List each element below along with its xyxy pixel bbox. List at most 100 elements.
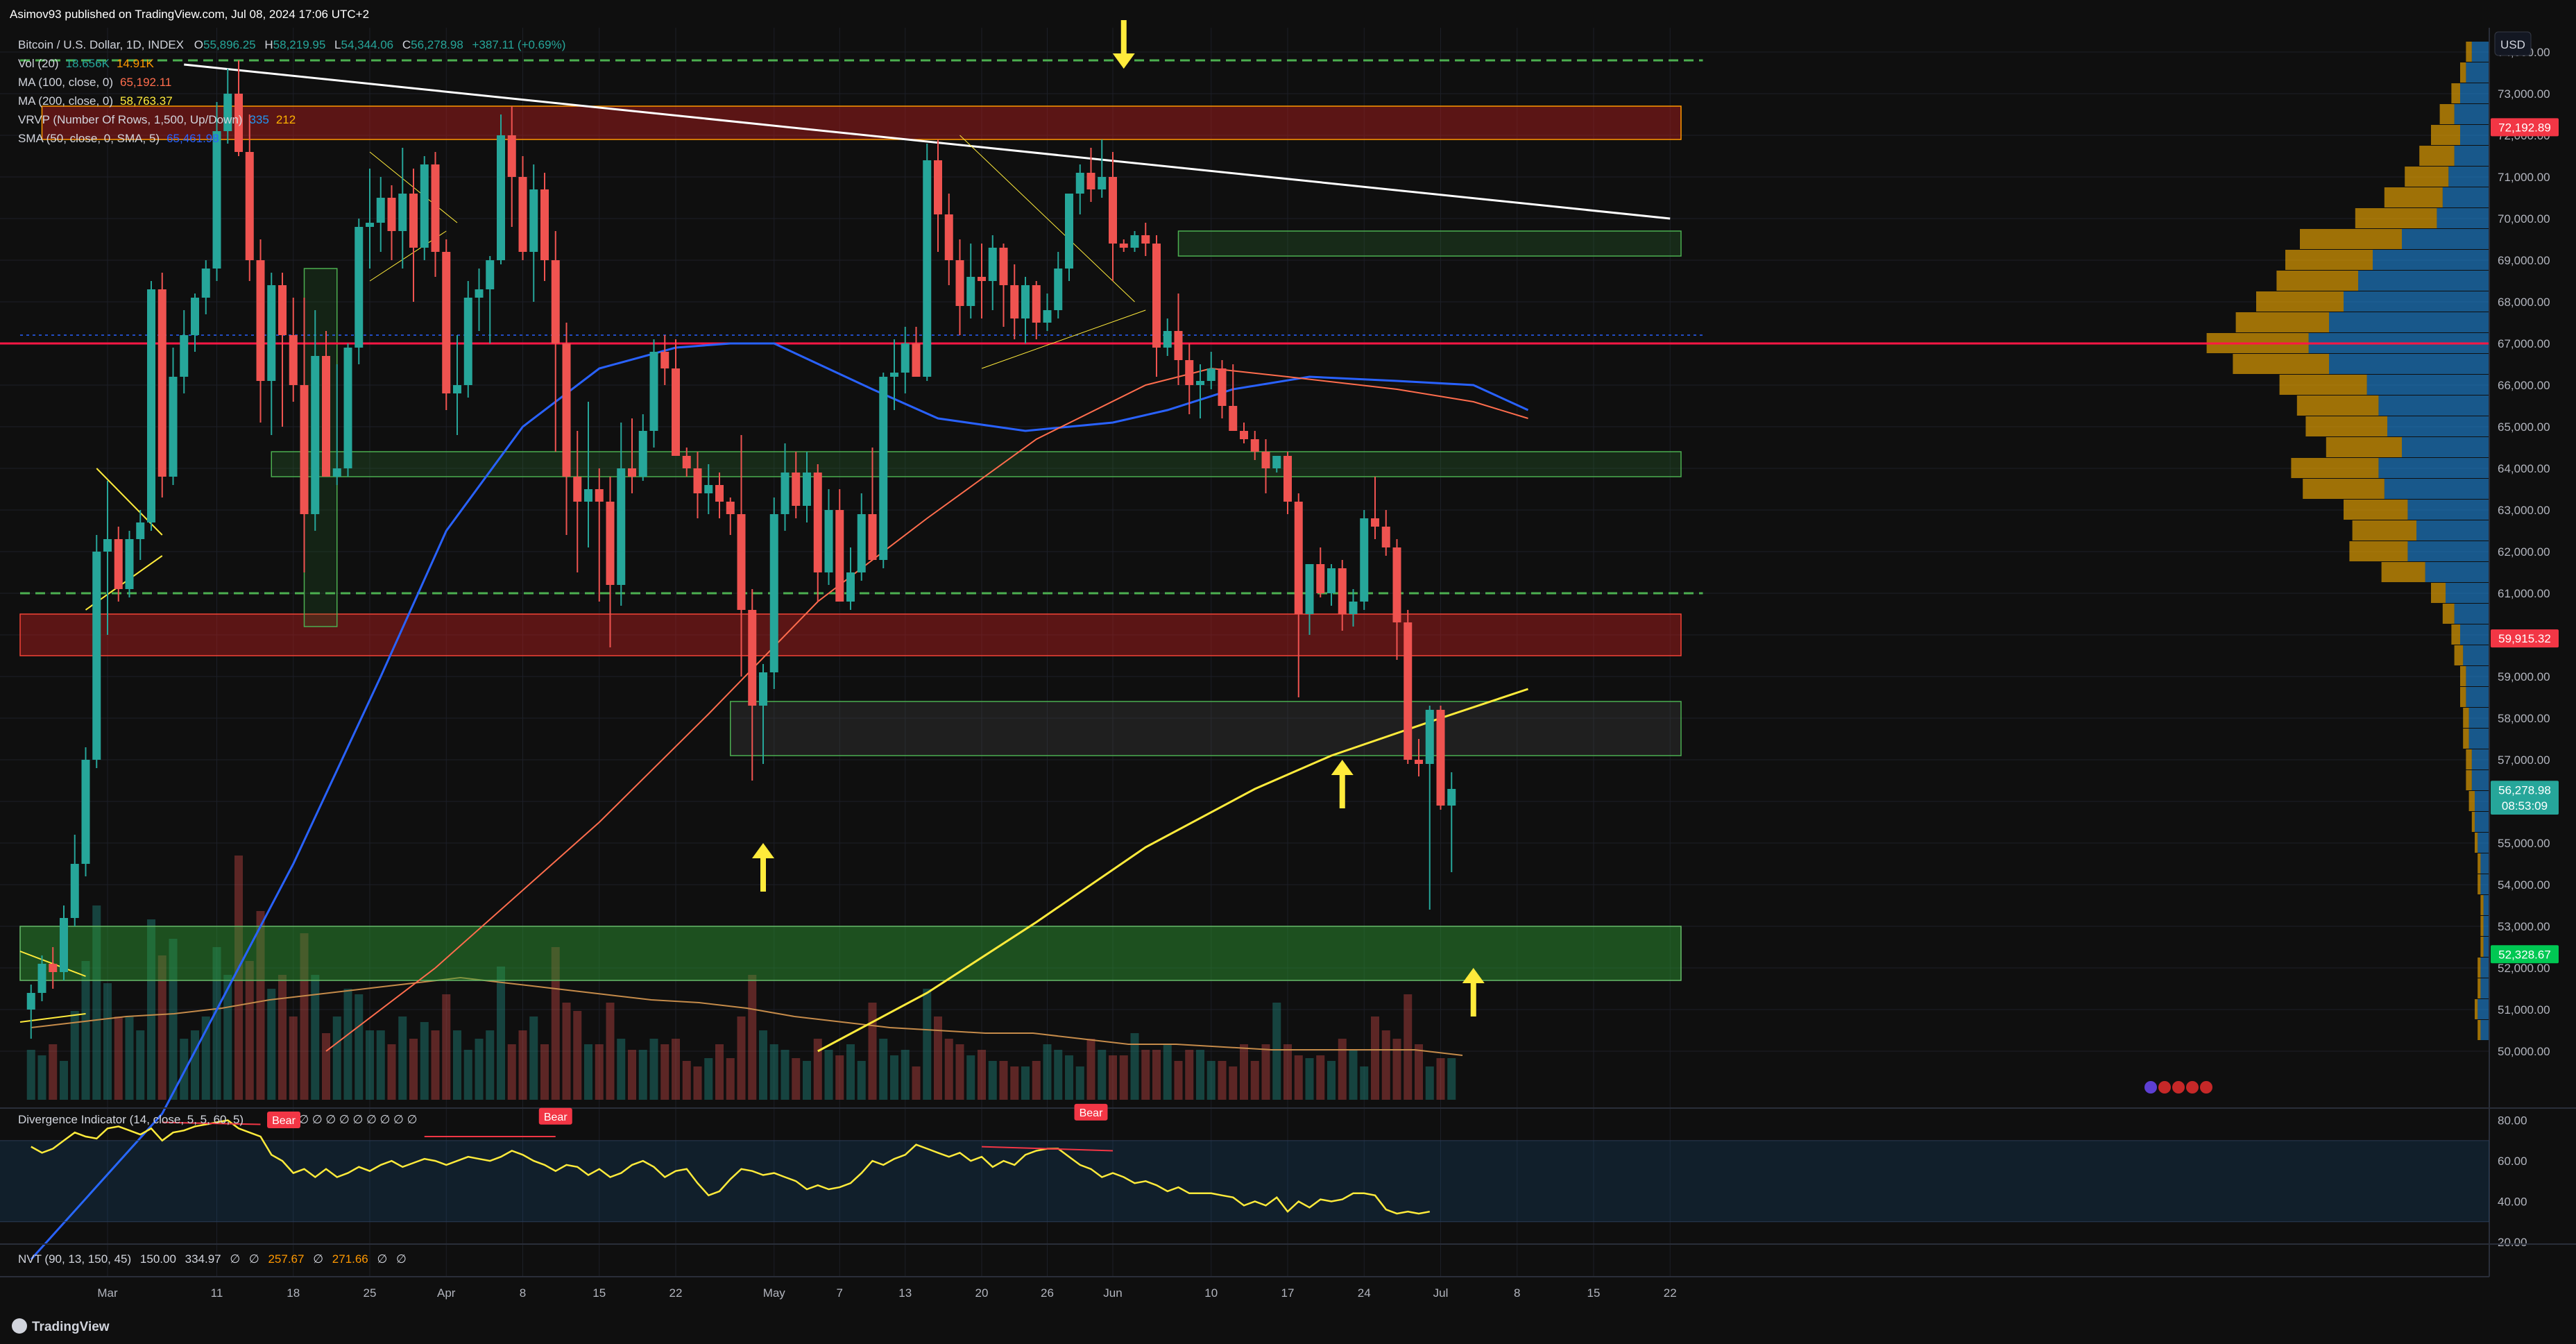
- indicator-label: VRVP (Number Of Rows, 1,500, Up/Down): [18, 113, 242, 126]
- volume-bar: [1043, 1044, 1052, 1100]
- vrvp-row-up: [2477, 978, 2481, 998]
- flag-icon: [2186, 1081, 2199, 1094]
- volume-bar: [289, 1016, 298, 1100]
- time-tick-label: 25: [364, 1286, 377, 1300]
- symbol-legend[interactable]: Bitcoin / U.S. Dollar, 1D, INDEX O55,896…: [18, 38, 565, 145]
- candle-up: [70, 864, 79, 918]
- vrvp-row-down: [2477, 833, 2489, 853]
- vrvp-row-up: [2460, 62, 2466, 83]
- indicator-value: 18.656K: [66, 57, 110, 70]
- volume-bar: [813, 1039, 822, 1100]
- ohlc-open-value: 55,896.25: [203, 38, 256, 51]
- vrvp-row-down: [2378, 458, 2489, 478]
- price-tick-label: 63,000.00: [2498, 504, 2550, 517]
- vrvp-row-down: [2468, 729, 2489, 749]
- volume-bar: [37, 1055, 46, 1100]
- candle-down: [978, 277, 986, 281]
- currency-button[interactable]: [2494, 31, 2532, 56]
- candle-down: [792, 473, 801, 506]
- volume-bar: [988, 1061, 997, 1100]
- price-tick-label: 50,000.00: [2498, 1045, 2550, 1058]
- arrow-up-icon: [752, 843, 774, 858]
- volume-bar: [1436, 1058, 1445, 1100]
- vrvp-row-down: [2454, 104, 2489, 124]
- candle-up: [180, 335, 189, 377]
- vrvp-row-down: [2480, 978, 2489, 998]
- volume-bar: [300, 933, 309, 1100]
- vrvp-row-down: [2407, 541, 2489, 561]
- price-tick-label: 65,000.00: [2498, 420, 2550, 434]
- volume-bar: [1054, 1050, 1063, 1100]
- volume-bar: [1371, 1016, 1379, 1100]
- volume-bar: [1185, 1050, 1194, 1100]
- volume-bar: [1338, 1039, 1347, 1100]
- vrvp-row-up: [2466, 42, 2472, 62]
- time-tick-label: 24: [1358, 1286, 1371, 1300]
- candle-up: [92, 552, 101, 760]
- volume-bar: [1305, 1058, 1314, 1100]
- vrvp-row-up: [2477, 958, 2481, 978]
- candle-down: [573, 477, 582, 502]
- volume-bars: [26, 856, 1463, 1100]
- vrvp-row-up: [2300, 229, 2402, 249]
- divergence-tick-label: 60.00: [2498, 1155, 2527, 1168]
- vrvp-row-down: [2480, 958, 2489, 978]
- vrvp-row-down: [2448, 167, 2489, 187]
- volume-bar: [562, 1003, 571, 1100]
- candle-down: [868, 514, 877, 560]
- vrvp-row-down: [2437, 208, 2489, 228]
- vrvp-row-up: [2276, 271, 2358, 291]
- volume-bar: [1404, 994, 1413, 1100]
- time-tick-label: 10: [1204, 1286, 1218, 1300]
- vrvp-row-down: [2463, 645, 2489, 665]
- volume-bar: [453, 1030, 461, 1100]
- vrvp-row-down: [2466, 687, 2489, 707]
- arrow-up-icon: [1462, 968, 1485, 983]
- price-axis[interactable]: [2489, 28, 2576, 1107]
- candle-up: [1098, 177, 1107, 189]
- indicator-value: 58,763.37: [120, 94, 173, 108]
- vrvp-row-down: [2344, 291, 2489, 312]
- candle-up: [901, 343, 910, 373]
- candle-down: [442, 252, 451, 393]
- candle-down: [1141, 235, 1150, 244]
- vrvp-row-up: [2355, 208, 2437, 228]
- vrvp-row-down: [2329, 354, 2489, 374]
- candle-up: [212, 131, 221, 269]
- candle-up: [846, 572, 855, 602]
- vrvp-row-down: [2442, 187, 2489, 207]
- candle-up: [343, 348, 352, 468]
- price-tick-label: 68,000.00: [2498, 296, 2550, 309]
- trendline: [981, 309, 1146, 369]
- candle-down: [813, 473, 822, 572]
- volume-bar: [81, 961, 90, 1100]
- candle-down: [278, 285, 287, 335]
- candle-down: [835, 510, 844, 602]
- candle-up: [398, 194, 407, 231]
- vrvp-row-down: [2480, 853, 2489, 874]
- volume-bar: [518, 1030, 527, 1100]
- indicator-value: 65,192.11: [120, 76, 171, 89]
- zone-box: [19, 926, 1682, 981]
- divergence-panel[interactable]: Bear Bear: [0, 1103, 2489, 1223]
- volume-bar: [180, 1039, 189, 1100]
- trendline: [184, 63, 1671, 220]
- vrvp-row-up: [2349, 541, 2408, 561]
- candle-up: [475, 289, 484, 298]
- candle-down: [245, 152, 254, 260]
- volume-bar: [1075, 1066, 1084, 1100]
- vrvp-row-up: [2431, 125, 2460, 145]
- volume-bar: [103, 983, 112, 1100]
- event-icons[interactable]: [2144, 1081, 2212, 1094]
- ohlc-high-value: 58,219.95: [273, 38, 326, 51]
- volume-bar: [1447, 1058, 1456, 1100]
- volume-bar: [1349, 1050, 1358, 1100]
- time-axis[interactable]: Mar 11 18 25 Apr 8 15 22 May 7 13 20 26 Jun 10 17 24 Jul 8…: [97, 1286, 1676, 1300]
- volume-bar: [1065, 1055, 1073, 1100]
- price-label: 52,328.67: [2498, 948, 2551, 961]
- candle-up: [366, 223, 374, 227]
- tradingview-logo[interactable]: TradingView: [12, 1318, 110, 1334]
- volume-bar: [267, 989, 276, 1100]
- volume-bar: [201, 1016, 210, 1100]
